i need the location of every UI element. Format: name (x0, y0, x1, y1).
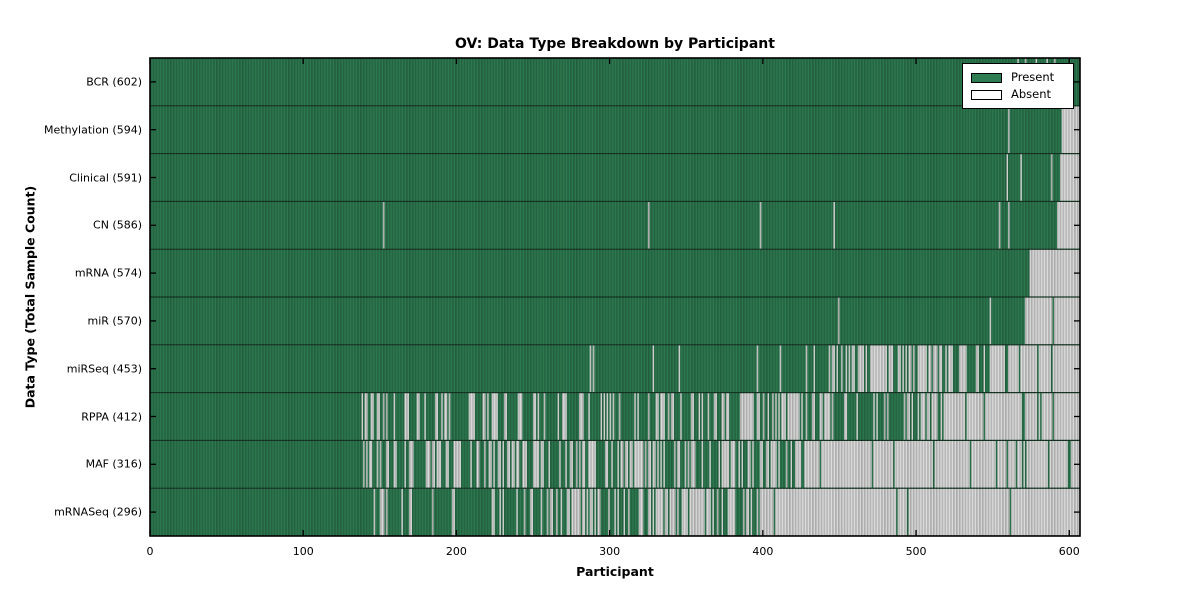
legend-entry-absent: Absent (971, 86, 1065, 103)
y-tick-label-BCR: BCR (602) (86, 75, 142, 89)
y-tick-label-MAF: MAF (316) (85, 457, 142, 471)
x-tick-label-600: 600 (1058, 545, 1080, 558)
legend: Present Absent (962, 63, 1074, 109)
present-swatch-icon (971, 72, 1002, 83)
absent-swatch-icon (971, 89, 1002, 100)
y-tick-label-mRNA: mRNA (574) (74, 266, 142, 280)
x-tick-label-400: 400 (752, 545, 774, 558)
legend-absent-label: Absent (1011, 86, 1052, 101)
y-tick-label-miRSeq: miRSeq (453) (66, 362, 142, 376)
x-tick-label-200: 200 (445, 545, 467, 558)
chart-title: OV: Data Type Breakdown by Participant (455, 36, 775, 52)
x-tick-label-100: 100 (292, 545, 314, 558)
legend-present-label: Present (1011, 69, 1055, 84)
plot-frame (149, 57, 1081, 537)
legend-entry-present: Present (971, 69, 1065, 86)
x-axis-label: Participant (576, 564, 654, 579)
x-tick-label-300: 300 (599, 545, 621, 558)
y-tick-label-Clinical: Clinical (591) (69, 171, 142, 184)
y-tick-label-Methylation: Methylation (594) (44, 123, 142, 137)
y-tick-label-RPPA: RPPA (412) (81, 410, 142, 423)
y-tick-label-miR: miR (570) (87, 314, 143, 328)
y-tick-label-CN: CN (586) (93, 218, 142, 232)
x-tick-label-0: 0 (146, 545, 154, 558)
x-tick-label-500: 500 (905, 545, 927, 558)
y-tick-label-mRNASeq: mRNASeq (296) (54, 505, 142, 519)
